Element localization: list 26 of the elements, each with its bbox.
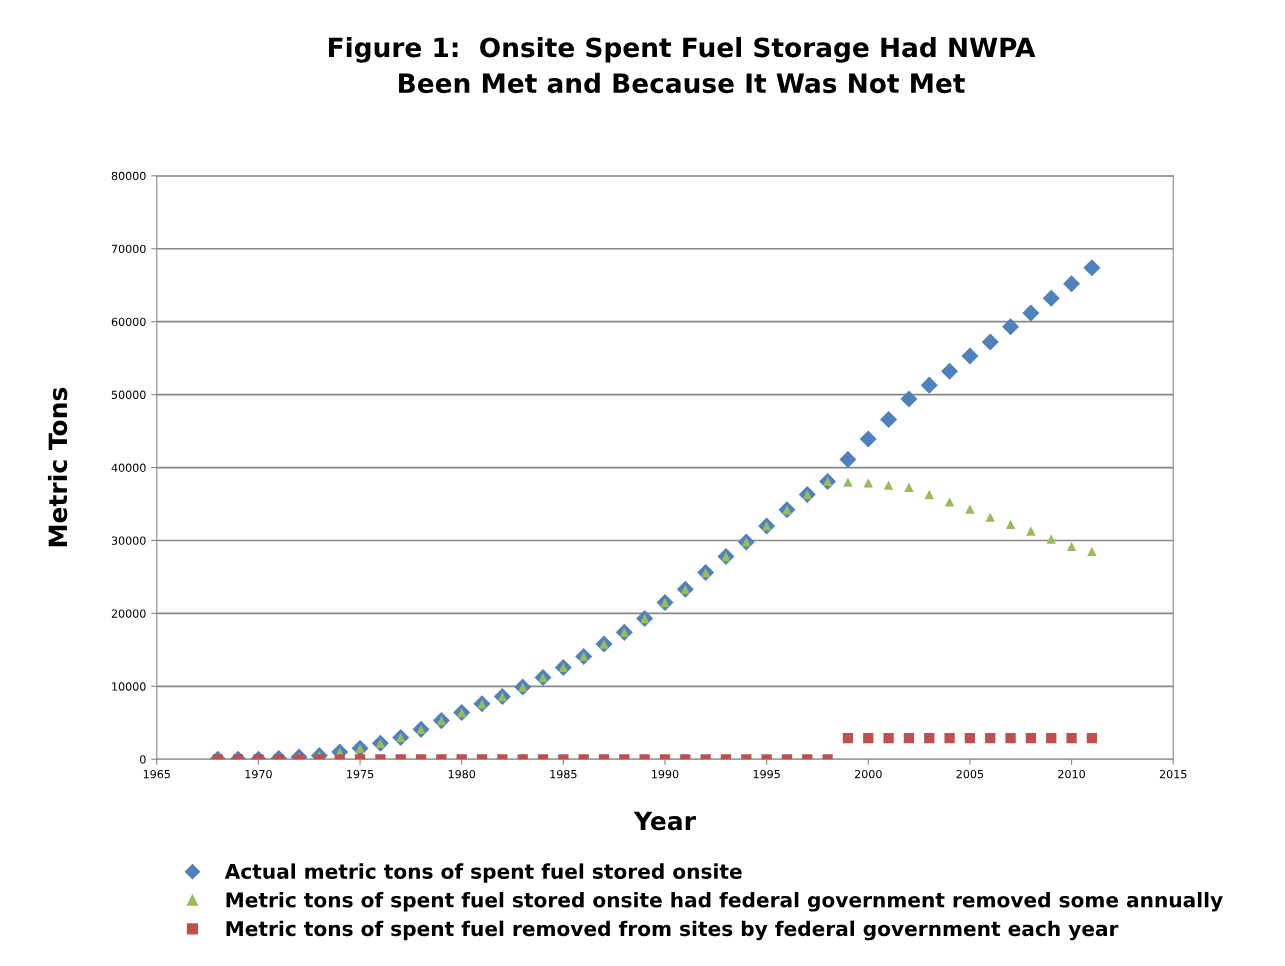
y-tick-label: 20000 [111,609,146,618]
legend-label: Metric tons of spent fuel stored onsite had federal government removed some annually [226,891,1223,912]
x-tick-label: 1975 [347,769,374,779]
y-tick-label: 70000 [111,244,146,254]
y-tick-label: 10000 [112,682,146,691]
legend-label: Actual metric tons of spent fuel stored onsite [224,863,742,883]
x-tick-label: 1990 [652,769,679,779]
chart-title: Figure 1: Onsite Spent Fuel Storage Had NWPA Been Met and Because It Was Not Met [329,36,1036,94]
y-tick-label: 30000 [111,536,146,545]
x-tick-label: 1985 [550,769,577,779]
y-axis-title: Metric Tons [47,387,68,547]
x-axis-title: Year [633,811,696,831]
y-tick-label: 50000 [111,390,146,399]
x-tick-label: 1995 [753,769,780,779]
x-tick-label: 1980 [448,769,476,779]
x-tick-label: 2000 [854,769,882,779]
x-tick-label: 1965 [143,769,170,779]
y-tick-label: 0 [140,755,146,764]
y-tick-label: 80000 [111,171,146,181]
legend-label: Metric tons of spent fuel removed from sites by federal government each year [226,920,1119,941]
x-tick-label: 1970 [245,769,272,779]
x-tick-label: 2015 [1159,769,1187,779]
x-tick-label: 2010 [1058,769,1085,779]
y-tick-label: 60000 [111,317,146,327]
y-tick-label: 40000 [111,463,146,472]
x-tick-label: 2005 [956,769,984,779]
